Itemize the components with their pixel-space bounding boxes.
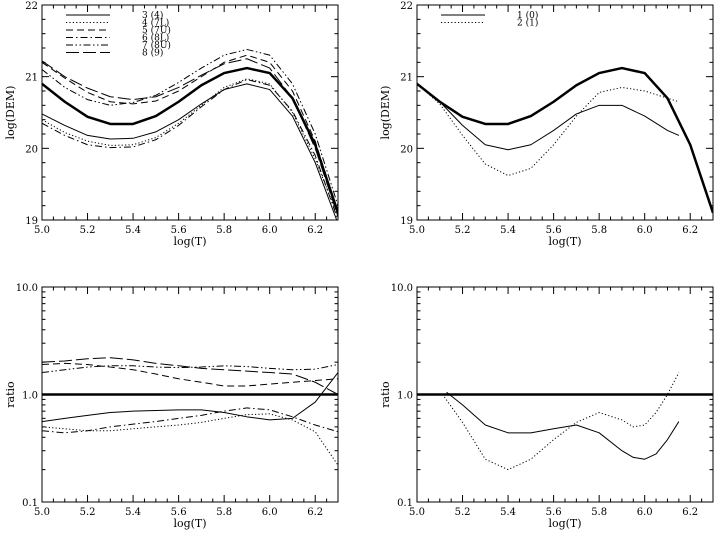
plot-frame [416, 286, 714, 503]
plot-frame [416, 4, 714, 221]
x-tick-label: 5.4 [500, 507, 516, 518]
x-tick-label: 5.8 [591, 225, 607, 236]
x-axis-title: log(T) [173, 235, 206, 248]
legend-label: 8 (9) [142, 48, 163, 59]
x-tick-label: 5.6 [546, 225, 562, 236]
y-tick-label: 21 [25, 73, 38, 84]
series-line-4 [42, 407, 338, 434]
series-line-5 [42, 364, 338, 374]
series-line-7 [42, 66, 338, 214]
y-tick-label: 20 [25, 144, 38, 155]
chart-panel-3: 5.0 5.2 5.4 5.6 5.8 6.0 6.2 0.1 1.0 10.0 log(T) rat… [4, 283, 339, 530]
x-tick-label: 5.0 [409, 507, 425, 518]
x-tick-label: 5.0 [34, 507, 50, 518]
series-line-6 [42, 357, 338, 395]
chart-panel-1: 5.0 5.2 5.4 5.6 5.8 6.0 6.2 19 20 21 22 log(T) log(D… [4, 1, 339, 248]
series-line-5 [42, 48, 338, 206]
x-tick-label: 6.2 [307, 225, 323, 236]
legend-label: 7 (8U) [142, 40, 171, 51]
x-tick-label: 5.8 [591, 507, 607, 518]
plot-frame [41, 286, 339, 503]
series-line-2 [42, 413, 338, 466]
x-tick-label: 6.0 [262, 225, 278, 236]
legend-label: 5 (7U) [142, 25, 171, 36]
plot-frame [41, 4, 339, 221]
series-line-4 [42, 79, 338, 220]
x-tick-label: 5.8 [216, 225, 232, 236]
legend-label: 4 (7L) [142, 18, 169, 29]
x-tick-label: 5.0 [409, 225, 425, 236]
chart-panel-4: 5.0 5.2 5.4 5.6 5.8 6.0 6.2 0.1 1.0 10.0 log(T) rat… [379, 283, 714, 530]
y-axis-title: log(DEM) [379, 86, 392, 140]
chart-panel-2: 5.0 5.2 5.4 5.6 5.8 6.0 6.2 19 20 21 22 log(T) log(D… [379, 1, 714, 248]
y-axis-title: ratio [379, 381, 392, 408]
legend-label: 3 (4) [142, 10, 163, 21]
x-tick-label: 6.2 [307, 507, 323, 518]
x-axis-title: log(T) [548, 235, 581, 248]
y-tick-label: 22 [400, 1, 413, 12]
legend-label: 1 (0) [517, 10, 538, 21]
x-tick-label: 5.2 [80, 225, 96, 236]
series-line-3 [417, 66, 713, 214]
x-tick-label: 5.4 [500, 225, 516, 236]
y-tick-label: 19 [400, 216, 413, 227]
x-tick-label: 5.2 [455, 507, 471, 518]
x-tick-label: 5.6 [546, 507, 562, 518]
series-line-1 [42, 372, 338, 423]
x-axis-title: log(T) [173, 517, 206, 530]
x-tick-label: 5.2 [455, 225, 471, 236]
series-line-6 [42, 58, 338, 217]
series-line-3 [42, 362, 338, 387]
x-axis-title: log(T) [548, 517, 581, 530]
y-tick-label: 10.0 [16, 283, 38, 294]
x-tick-label: 5.6 [171, 225, 187, 236]
y-tick-label: 22 [25, 1, 38, 12]
series-line-3 [42, 54, 338, 213]
x-tick-label: 5.6 [171, 507, 187, 518]
series-line-1 [417, 83, 680, 151]
series-line-1 [446, 391, 680, 460]
y-axis-title: log(DEM) [4, 86, 17, 140]
y-axis-title: ratio [4, 381, 17, 408]
series-line-1 [42, 83, 338, 220]
y-tick-label: 20 [400, 144, 413, 155]
series-line-2 [417, 83, 679, 177]
series-line-2 [42, 78, 338, 217]
x-tick-label: 5.0 [34, 225, 50, 236]
x-tick-label: 5.8 [216, 507, 232, 518]
y-tick-label: 1.0 [22, 391, 38, 402]
y-tick-label: 1.0 [397, 391, 413, 402]
x-tick-label: 5.2 [80, 507, 96, 518]
x-tick-label: 5.4 [125, 507, 141, 518]
y-tick-label: 0.1 [22, 498, 38, 509]
x-tick-label: 6.0 [262, 507, 278, 518]
x-tick-label: 6.2 [682, 507, 698, 518]
legend-label: 2 (1) [517, 18, 538, 29]
legend-label: 6 (8L) [142, 33, 169, 44]
y-tick-label: 19 [25, 216, 38, 227]
y-tick-label: 0.1 [397, 498, 413, 509]
series-line-2 [443, 372, 680, 471]
x-tick-label: 6.0 [637, 225, 653, 236]
y-tick-label: 10.0 [391, 283, 413, 294]
x-tick-label: 6.0 [637, 507, 653, 518]
x-tick-label: 5.4 [125, 225, 141, 236]
x-tick-label: 6.2 [682, 225, 698, 236]
y-tick-label: 21 [400, 73, 413, 84]
